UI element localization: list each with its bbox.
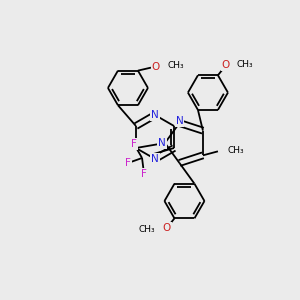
Text: CH₃: CH₃ (228, 146, 244, 155)
Text: CH₃: CH₃ (237, 60, 253, 69)
Text: O: O (222, 60, 230, 70)
Text: N: N (151, 154, 159, 164)
Text: F: F (125, 158, 131, 168)
Text: CH₃: CH₃ (168, 61, 184, 70)
Text: CH₃: CH₃ (139, 225, 155, 234)
Text: O: O (152, 61, 160, 72)
Text: F: F (141, 169, 147, 179)
Text: F: F (131, 139, 137, 149)
Text: N: N (176, 116, 183, 126)
Text: N: N (158, 138, 166, 148)
Text: N: N (151, 110, 159, 120)
Text: O: O (162, 224, 171, 233)
